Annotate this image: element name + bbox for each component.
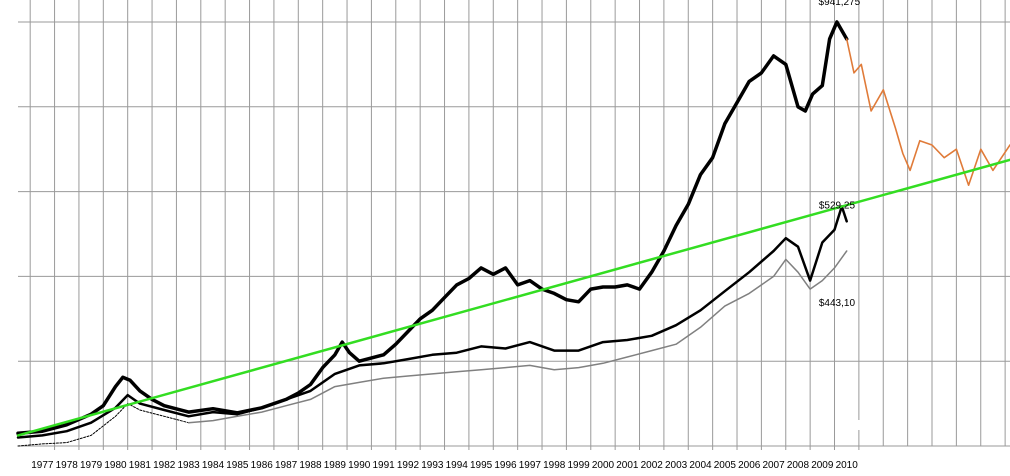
x-tick-label: 2003	[665, 460, 688, 471]
x-tick-label: 2009	[811, 460, 834, 471]
x-tick-label: 1993	[421, 460, 444, 471]
x-tick-label: 2001	[616, 460, 639, 471]
x-tick-label: 1985	[226, 460, 249, 471]
x-tick-label: 2006	[738, 460, 761, 471]
x-tick-label: 1989	[324, 460, 347, 471]
x-tick-label: 1987	[275, 460, 298, 471]
series-line-4	[187, 250, 848, 424]
x-tick-label: 1977	[31, 460, 54, 471]
x-tick-label: 1996	[494, 460, 517, 471]
series-line-2	[16, 205, 848, 439]
annotation-label: $529,25	[819, 201, 856, 212]
x-tick-label: 1991	[372, 460, 395, 471]
series-line-0	[16, 20, 849, 436]
x-tick-label: 2000	[592, 460, 615, 471]
x-tick-label: 1986	[251, 460, 274, 471]
x-tick-label: 2005	[714, 460, 737, 471]
x-axis-tick-labels: 1977 1978 1979 1980 1981 1982 1983 1984 1985 1986…	[31, 460, 858, 471]
series-line-3	[17, 403, 190, 447]
x-tick-label: 2010	[836, 460, 859, 471]
x-tick-label: 1979	[80, 460, 103, 471]
annotations: $941,275 $529,25 $443,10	[819, 0, 861, 309]
x-tick-label: 2002	[641, 460, 664, 471]
x-tick-label: 2004	[689, 460, 712, 471]
x-tick-label: 1992	[397, 460, 420, 471]
x-tick-label: 1990	[348, 460, 371, 471]
x-tick-label: 1999	[567, 460, 590, 471]
x-tick-label: 1984	[202, 460, 225, 471]
annotation-label: $443,10	[819, 298, 856, 309]
x-tick-label: 1983	[177, 460, 200, 471]
x-tick-label: 1982	[153, 460, 176, 471]
x-tick-label: 1981	[129, 460, 152, 471]
x-tick-label: 1997	[519, 460, 542, 471]
series-group	[16, 20, 1010, 447]
series-line-5	[16, 158, 1010, 437]
x-tick-label: 1998	[543, 460, 566, 471]
x-tick-label: 1988	[299, 460, 322, 471]
grid	[18, 0, 1010, 450]
label-mask	[845, 420, 865, 430]
x-tick-label: 1980	[104, 460, 127, 471]
x-tick-label: 1995	[470, 460, 493, 471]
x-tick-label: 2008	[787, 460, 810, 471]
annotation-label: $941,275	[819, 0, 861, 8]
series-line-1	[845, 38, 1010, 186]
x-tick-label: 2007	[762, 460, 785, 471]
x-tick-label: 1978	[56, 460, 79, 471]
x-tick-label: 1994	[446, 460, 469, 471]
